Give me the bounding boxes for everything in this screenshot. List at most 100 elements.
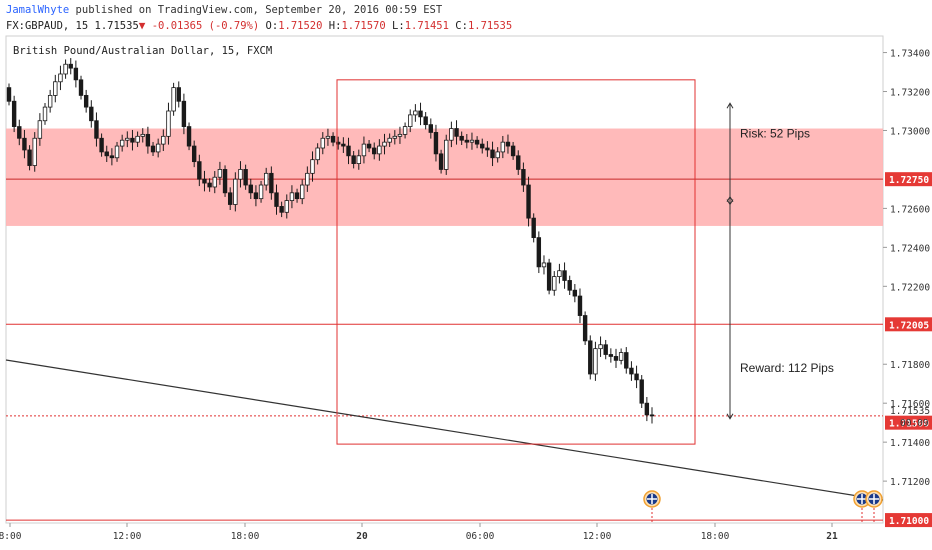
candle-body (618, 352, 624, 361)
candle-body (263, 172, 269, 186)
candle-body (634, 373, 639, 381)
candle-body (227, 192, 233, 205)
candle-body (366, 143, 372, 149)
candle-body (78, 79, 84, 96)
candle-body (119, 139, 125, 147)
candle-body (269, 172, 274, 194)
time-tick-label: 21 (826, 531, 838, 542)
candle-body (356, 155, 361, 164)
candle-body (53, 81, 58, 96)
reward-arrow-head-up-icon (726, 195, 734, 202)
candle-body (428, 124, 434, 133)
down-arrow-icon: ▼ (138, 19, 146, 32)
price-level-badge (885, 172, 932, 187)
price-level-badge-text: 1.72750 (889, 175, 929, 186)
candle-body (202, 178, 207, 184)
candle-body (274, 192, 279, 207)
candle-body (444, 139, 449, 170)
high-value: 1.71570 (341, 20, 386, 32)
reward-label: Reward: 112 Pips (740, 361, 834, 375)
candle-body (500, 141, 506, 153)
candle-body (572, 289, 578, 297)
candle-body (83, 95, 89, 108)
candle-body (454, 128, 459, 137)
risk-label: Risk: 52 Pips (740, 126, 810, 140)
candle-body (351, 155, 356, 164)
candle-body (320, 137, 325, 149)
candle-body (330, 135, 336, 143)
candle-body (459, 135, 464, 141)
time-tick-label: 18:00 (701, 531, 730, 542)
candle-body (593, 348, 598, 375)
analysis-box[interactable] (336, 79, 696, 445)
candle-body (42, 106, 48, 122)
candle-body (433, 132, 439, 155)
candle-body (582, 315, 588, 342)
candle-body (557, 270, 562, 277)
candle-body (310, 159, 315, 174)
open-label: O: (265, 20, 279, 32)
time-tick-label: 12:00 (583, 531, 612, 542)
time-tick-label: 8:00 (0, 531, 22, 542)
candle-body (114, 145, 120, 159)
candle-body (361, 143, 367, 157)
price-tick-label: 1.73400 (890, 49, 930, 60)
price-tick-label: 1.72400 (890, 243, 930, 254)
candle-body (392, 135, 397, 139)
candle-body (639, 379, 644, 404)
candle-body (624, 352, 629, 369)
candle-body (629, 367, 634, 375)
candle-body (135, 135, 140, 143)
candle-body (161, 135, 166, 145)
price-level-badge-text: 1.71000 (889, 516, 929, 527)
candle-body (336, 141, 341, 145)
price-level-badge (885, 513, 932, 528)
time-tick-label: 06:00 (466, 531, 495, 542)
candle-body (104, 151, 109, 157)
price-tick-label: 1.72200 (890, 282, 930, 293)
time-tick-label: 18:00 (231, 531, 260, 542)
candle-body (171, 87, 176, 112)
price-tick-label: 1.71200 (890, 477, 930, 488)
trend-line[interactable] (5, 359, 884, 501)
price-tick-label: 1.72600 (890, 204, 930, 215)
candle-body (243, 169, 248, 186)
candle-body (315, 147, 320, 161)
candle-body (510, 145, 516, 157)
candle-body (577, 295, 583, 316)
candle-body (47, 95, 53, 108)
countdown-label: 00:09 (900, 418, 929, 429)
time-tick-label: 12:00 (113, 531, 142, 542)
candle-body (372, 147, 377, 155)
candle-body (94, 120, 99, 139)
candle-body (89, 106, 94, 122)
candle-body (546, 262, 552, 291)
price-tick-label: 1.71400 (890, 438, 930, 449)
price-tick-label: 1.73200 (890, 88, 930, 99)
candle-body (541, 262, 547, 268)
symbol-label: FX:GBPAUD, 15 (6, 20, 89, 32)
author-link[interactable]: JamalWhyte (6, 4, 70, 16)
candle-body (588, 340, 593, 375)
candle-body (382, 141, 387, 147)
publish-info: JamalWhyte published on TradingView.com,… (6, 4, 442, 16)
candle-body (140, 133, 145, 137)
current-price-label: 1.71535 (890, 406, 930, 417)
candle-body (37, 120, 43, 139)
candle-body (68, 63, 73, 69)
reward-arrow-head-down-icon (726, 413, 734, 420)
last-price: 1.71535 (94, 20, 139, 32)
candle-body (145, 133, 151, 147)
high-label: H: (328, 20, 342, 32)
candle-body (22, 137, 27, 151)
candle-body (485, 147, 490, 151)
candle-body (608, 354, 614, 357)
candle-body (474, 139, 480, 145)
candle-body (438, 153, 444, 170)
candle-body (341, 143, 346, 147)
candle-body (73, 67, 79, 81)
candle-body (58, 73, 63, 83)
candle-body (449, 128, 454, 141)
candle-body (289, 192, 295, 202)
